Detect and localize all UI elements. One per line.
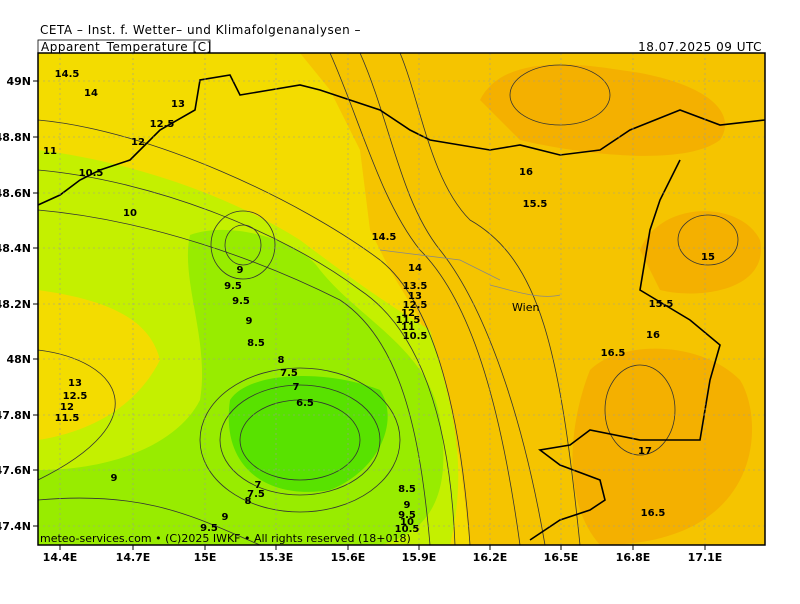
y-label: 48.2N bbox=[0, 298, 31, 311]
y-label: 47.6N bbox=[0, 464, 31, 477]
contour-label: 7 bbox=[293, 382, 300, 393]
y-label: 48.8N bbox=[0, 131, 31, 144]
contour-label: 10 bbox=[123, 208, 137, 219]
y-label: 48.4N bbox=[0, 242, 31, 255]
time: 18.07.2025 09 UTC bbox=[638, 40, 762, 54]
contour-label: 13 bbox=[408, 291, 422, 302]
contour-label: 15 bbox=[701, 252, 715, 263]
x-label: 16.8E bbox=[616, 551, 651, 564]
place-label: Wien bbox=[512, 301, 539, 314]
contour-label: 8.5 bbox=[247, 338, 265, 349]
x-label: 16.5E bbox=[544, 551, 579, 564]
contour-label: 16 bbox=[646, 330, 660, 341]
frame bbox=[37, 52, 766, 546]
contour-label: 12 bbox=[131, 137, 145, 148]
contour-label: 11 bbox=[43, 146, 57, 157]
contour-label: 8 bbox=[245, 496, 252, 507]
contour-label: 11.5 bbox=[55, 413, 80, 424]
contour-label: 7.5 bbox=[280, 368, 298, 379]
contour-label: 16 bbox=[519, 167, 533, 178]
contour-label: 13 bbox=[68, 378, 82, 389]
contour-label: 14.5 bbox=[372, 232, 397, 243]
contour-label: 14.5 bbox=[55, 69, 80, 80]
contour-label: 9.5 bbox=[398, 510, 416, 521]
contour-label: 7.5 bbox=[247, 489, 265, 500]
contour-label: 14 bbox=[408, 263, 422, 274]
contour-label: 10 bbox=[400, 517, 414, 528]
x-label: 15.9E bbox=[402, 551, 437, 564]
x-label: 14.7E bbox=[116, 551, 151, 564]
y-label: 47.8N bbox=[0, 409, 31, 422]
contour-label: 9 bbox=[111, 473, 118, 484]
axes: 14.4E 14.7E 15E 15.3E 15.6E 15.9E 16.2E 16.5E 16… bbox=[0, 75, 722, 564]
contour-label: 9.5 bbox=[232, 296, 250, 307]
field: 14.5141312.5121110.51099.59.598.587.576.… bbox=[38, 53, 765, 545]
contour-label: 10.5 bbox=[403, 331, 428, 342]
contour-label: 13.5 bbox=[403, 281, 428, 292]
contour-labels: 14.5141312.5121110.51099.59.598.587.576.… bbox=[43, 69, 715, 535]
contour-label: 16.5 bbox=[641, 508, 666, 519]
contour-label: 12 bbox=[60, 402, 74, 413]
contour-label: 16.5 bbox=[601, 348, 626, 359]
contour-label: 12.5 bbox=[150, 119, 175, 130]
x-label: 14.4E bbox=[43, 551, 78, 564]
x-label: 16.2E bbox=[473, 551, 508, 564]
parameter: Apparent_Temperature [C] bbox=[41, 40, 212, 54]
contour-label: 15.5 bbox=[649, 299, 674, 310]
graticule bbox=[38, 53, 765, 545]
contour-label: 12.5 bbox=[403, 300, 428, 311]
x-label: 17.1E bbox=[688, 551, 723, 564]
contour-label: 8 bbox=[278, 355, 285, 366]
y-label: 48.6N bbox=[0, 187, 31, 200]
contour-label: 9 bbox=[237, 265, 244, 276]
contour-label: 13 bbox=[171, 99, 185, 110]
contour-label: 11 bbox=[401, 322, 415, 333]
contour-label: 7 bbox=[255, 480, 262, 491]
contour-label: 9 bbox=[246, 316, 253, 327]
contour-label: 11.5 bbox=[396, 315, 421, 326]
x-label: 15E bbox=[194, 551, 217, 564]
y-label: 47.4N bbox=[0, 520, 31, 533]
contour-label: 10.5 bbox=[395, 524, 420, 535]
contour-label: 17 bbox=[638, 446, 652, 457]
footer: meteo-services.com • (C)2025 IWKF • All … bbox=[40, 532, 411, 545]
x-label: 15.6E bbox=[331, 551, 366, 564]
contour-label: 12 bbox=[401, 308, 415, 319]
contour-label: 14 bbox=[84, 88, 98, 99]
contour-label: 9 bbox=[222, 512, 229, 523]
y-label: 48N bbox=[6, 353, 31, 366]
x-label: 15.3E bbox=[259, 551, 294, 564]
contour-label: 15.5 bbox=[523, 199, 548, 210]
y-label: 49N bbox=[6, 75, 31, 88]
contour-label: 9 bbox=[404, 500, 411, 511]
contour-label: 12.5 bbox=[63, 391, 88, 402]
isolines bbox=[38, 53, 739, 545]
contour-label: 10.5 bbox=[79, 168, 104, 179]
contour-label: 8.5 bbox=[398, 484, 416, 495]
contour-label: 6.5 bbox=[296, 398, 314, 409]
contour-label: 9.5 bbox=[224, 281, 242, 292]
contour-label: 9.5 bbox=[200, 523, 218, 534]
source: CETA – Inst. f. Wetter– und Klimafolgena… bbox=[40, 23, 361, 37]
